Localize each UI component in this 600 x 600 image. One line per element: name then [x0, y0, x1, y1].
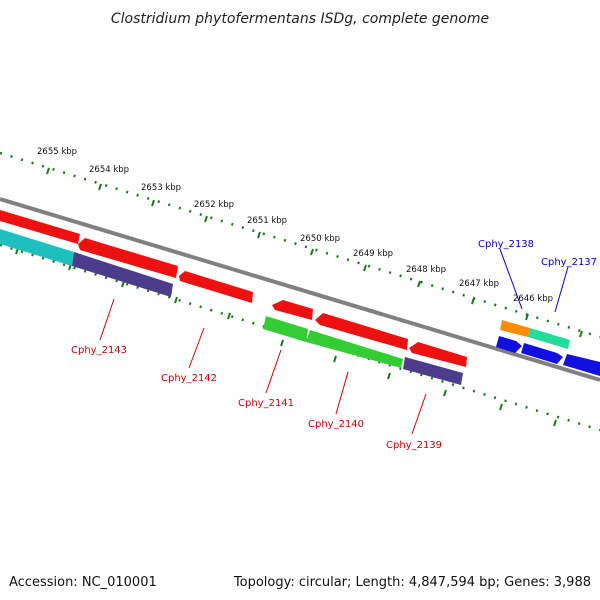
- gene-label-cphy-2139[interactable]: Cphy_2139: [386, 440, 442, 451]
- gene-label-cphy-2138[interactable]: Cphy_2138: [478, 239, 534, 250]
- ruler-label-2649: 2649 kbp: [353, 249, 393, 259]
- genome-summary-text: Topology: circular; Length: 4,847,594 bp…: [233, 575, 591, 590]
- gene-feature-purple[interactable]: [72, 252, 173, 297]
- ruler-label-2653: 2653 kbp: [141, 183, 181, 193]
- gene-feature-blue[interactable]: [521, 343, 563, 364]
- gene-label-cphy-2140[interactable]: Cphy_2140: [308, 419, 364, 430]
- gene-feature-red[interactable]: [78, 238, 178, 278]
- gene-feature-red[interactable]: [179, 271, 253, 303]
- ruler-label-2646: 2646 kbp: [513, 294, 553, 304]
- ruler-label-2655: 2655 kbp: [37, 147, 77, 157]
- genome-backbone: [0, 197, 600, 382]
- gene-label-cphy-2141[interactable]: Cphy_2141: [238, 398, 294, 409]
- gene-label-cphy-2143[interactable]: Cphy_2143: [71, 345, 127, 356]
- ruler-label-2650: 2650 kbp: [300, 234, 340, 244]
- outer-ruler-major-ticks: [46, 167, 583, 338]
- ruler-label-2648: 2648 kbp: [406, 265, 446, 275]
- gene-feature-red[interactable]: [409, 342, 467, 367]
- ruler-label-2652: 2652 kbp: [194, 200, 234, 210]
- gene-label-cphy-2142[interactable]: Cphy_2142: [161, 373, 217, 384]
- label-leaders: [99, 248, 569, 435]
- gene-feature-red[interactable]: [315, 313, 408, 350]
- gene-feature-red[interactable]: [272, 300, 313, 320]
- gene-feature-blue[interactable]: [496, 336, 522, 353]
- gene-label-cphy-2137[interactable]: Cphy_2137: [541, 257, 597, 268]
- gene-feature-red[interactable]: [0, 210, 80, 244]
- ruler-label-2647: 2647 kbp: [459, 279, 499, 289]
- gene-feature-blue[interactable]: [563, 354, 600, 376]
- gene-feature-orange[interactable]: [500, 320, 530, 337]
- gene-feature-green[interactable]: [306, 330, 403, 368]
- gene-feature-green[interactable]: [263, 316, 308, 342]
- gene-feature-mint[interactable]: [528, 328, 570, 349]
- gene-feature-purple[interactable]: [403, 357, 463, 385]
- gene-feature-cyan[interactable]: [0, 229, 74, 266]
- ruler-label-2654: 2654 kbp: [89, 165, 129, 175]
- accession-text: Accession: NC_010001: [9, 575, 157, 590]
- ruler-label-2651: 2651 kbp: [247, 216, 287, 226]
- map-title: Clostridium phytofermentans ISDg, comple…: [111, 11, 489, 27]
